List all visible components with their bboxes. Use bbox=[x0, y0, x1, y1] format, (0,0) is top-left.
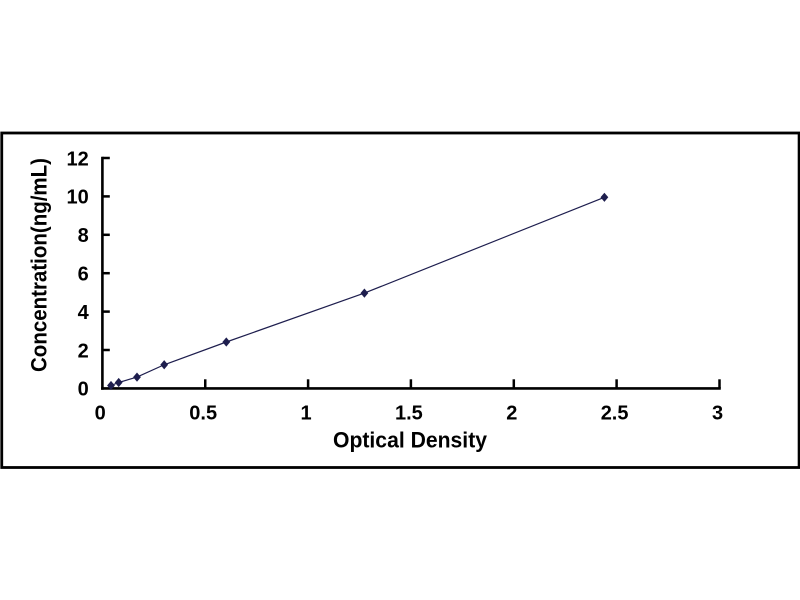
svg-text:2: 2 bbox=[506, 403, 517, 425]
svg-text:6: 6 bbox=[78, 264, 89, 286]
svg-text:3: 3 bbox=[712, 403, 723, 425]
svg-text:0: 0 bbox=[78, 379, 89, 401]
svg-text:0.5: 0.5 bbox=[189, 403, 217, 425]
svg-text:2.5: 2.5 bbox=[601, 403, 629, 425]
svg-text:1.5: 1.5 bbox=[395, 403, 423, 425]
svg-text:1: 1 bbox=[301, 403, 312, 425]
svg-text:Concentration(ng/mL): Concentration(ng/mL) bbox=[27, 158, 52, 372]
svg-text:4: 4 bbox=[78, 302, 90, 324]
svg-text:0: 0 bbox=[95, 403, 106, 425]
svg-text:2: 2 bbox=[78, 340, 89, 362]
svg-text:10: 10 bbox=[67, 187, 89, 209]
svg-text:12: 12 bbox=[67, 148, 89, 170]
svg-text:Optical Density: Optical Density bbox=[333, 428, 488, 453]
svg-text:8: 8 bbox=[78, 225, 89, 247]
